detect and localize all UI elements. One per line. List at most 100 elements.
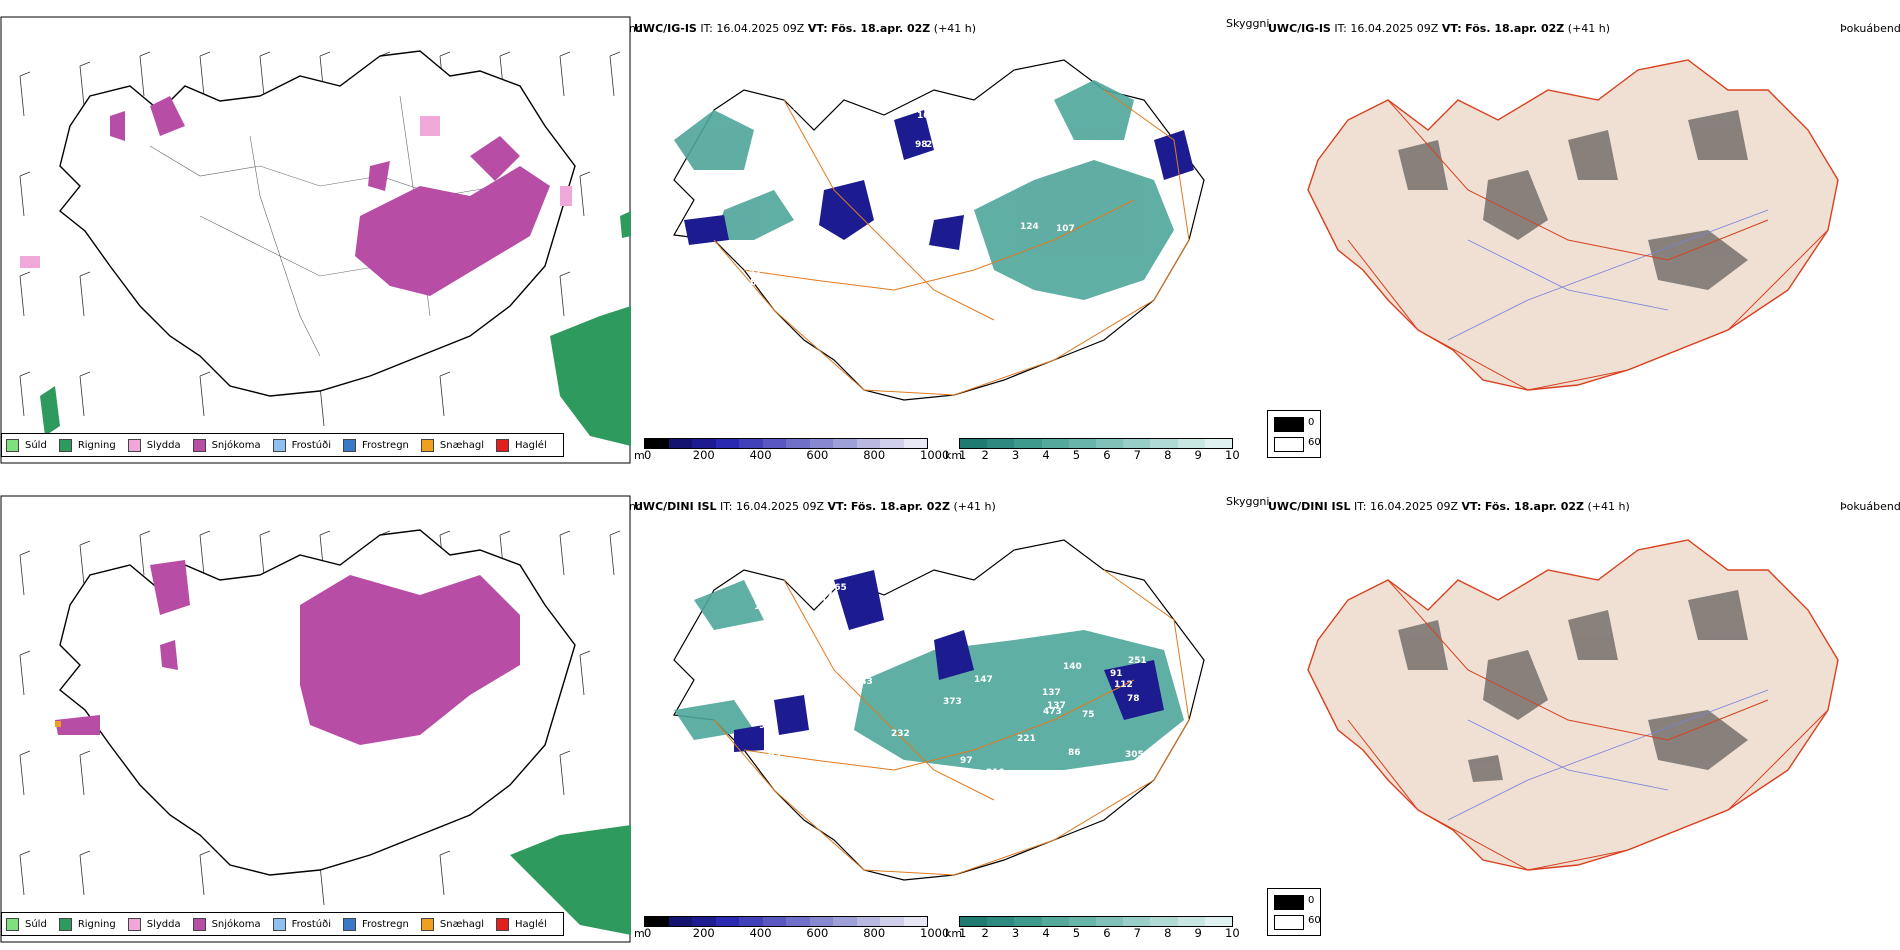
cloud-value-label: 473 xyxy=(1043,707,1062,717)
cloud-value-label: 82 xyxy=(1144,158,1157,168)
scale-tick-label: 0 xyxy=(644,448,652,462)
row1-cloud-header: UWC/IG-IS IT: 16.04.2025 09Z VT: Fös. 18… xyxy=(634,22,977,35)
rain-areas xyxy=(40,211,631,446)
snow-areas xyxy=(110,96,550,296)
cloud-value-label: 305 xyxy=(1125,750,1144,760)
cloud-value-label: 112 xyxy=(1114,680,1133,690)
cloud-value-label: 427 xyxy=(935,205,954,215)
scale-tick-label: 8 xyxy=(1164,448,1172,462)
scale-tick-label: 3 xyxy=(1011,448,1020,462)
legend-item: Súld xyxy=(6,917,47,931)
scale-tick-label: 7 xyxy=(1133,448,1141,462)
row-1: UWC/IG-IS IT: 16.04.2025 09Z VT: Fös. 18… xyxy=(0,16,1900,468)
scale-tick-label: 400 xyxy=(749,448,772,462)
row1-fog-header: UWC/IG-IS IT: 16.04.2025 09Z VT: Fös. 18… xyxy=(1268,22,1611,35)
cloud-value-label: 110 xyxy=(1016,149,1035,159)
cloud-value-label: 69 xyxy=(821,270,834,280)
scale-tick-label: 5 xyxy=(1072,926,1081,940)
scale-tick-label: 400 xyxy=(749,926,772,940)
cloud-value-label: 98 xyxy=(915,140,928,150)
cloud-value-label: 71 xyxy=(749,269,762,279)
iceland-outline xyxy=(59,50,576,397)
cloud-value-label: 97 xyxy=(960,756,973,766)
cloud-value-label: 107 xyxy=(842,249,861,259)
row2-fog-header: UWC/DINI ISL IT: 16.04.2025 09Z VT: Fös.… xyxy=(1268,500,1630,513)
fog-index-map xyxy=(1307,539,1839,871)
legend-item: Haglél xyxy=(496,438,547,452)
cloud-value-label: 78 xyxy=(1152,574,1165,584)
cloud-value-label: 86 xyxy=(1068,748,1081,758)
scale-tick-label: 4 xyxy=(1042,448,1050,462)
cloud-value-label: 95 xyxy=(979,175,992,185)
precip-type-map xyxy=(0,495,631,943)
legend-item: Rigning xyxy=(58,438,116,452)
cloud-value-label: 299 xyxy=(793,103,812,113)
cloud-value-label: 596 xyxy=(768,182,787,192)
cloud-value-label: 221 xyxy=(1017,734,1036,744)
cloud-value-label: 143 xyxy=(854,677,873,687)
legend-item: Frostúði xyxy=(272,438,331,452)
cloud-value-label: 116 xyxy=(806,708,825,718)
scale-tick-label: 600 xyxy=(806,926,829,940)
legend-item: Frostregn xyxy=(343,917,409,931)
cloud-base-map: 137 112 63 265 88 86 97 71 57 210 199 266 301 305 232 2… xyxy=(673,539,1205,881)
fog-title: Þokuábendi xyxy=(1840,22,1900,35)
cloud-value-label: 124 xyxy=(1020,222,1039,232)
legend-item: Rigning xyxy=(58,917,116,931)
cloud-value-label: 83 xyxy=(750,278,763,288)
cloud-value-label: 405 xyxy=(903,203,922,213)
scale-tick-label: 3 xyxy=(1011,926,1020,940)
precip-type-map xyxy=(0,16,631,464)
cloud-value-label: 143 xyxy=(872,163,891,173)
row2-cloud-header: UWC/DINI ISL IT: 16.04.2025 09Z VT: Fös.… xyxy=(634,500,996,513)
cloud-value-label: 232 xyxy=(891,729,910,739)
height-scale: m 0 200 400 600 800 1000 xyxy=(634,916,949,946)
cloud-value-label: 60 xyxy=(775,138,788,148)
km-scale: km 1 2 3 4 5 6 7 8 9 10 xyxy=(945,916,1240,946)
row-2: UWC/DINI ISL IT: 16.04.2025 09Z VT: Fös.… xyxy=(0,475,1900,950)
scale-tick-label: 1 xyxy=(959,926,967,940)
scale-tick-label: 1000 xyxy=(920,448,950,462)
precip-legend: Súld Rigning Slydda Snjókoma Frostúði Fr… xyxy=(1,433,564,457)
cloud-value-label: 321 xyxy=(1010,108,1029,118)
legend-item: Snæhagl xyxy=(420,438,484,452)
legend-item: Snæhagl xyxy=(420,917,484,931)
cloud-value-label: 137 xyxy=(1042,688,1061,698)
cloud-value-label: 88 xyxy=(898,634,911,644)
scale-tick-label: 600 xyxy=(806,448,829,462)
cloud-value-label: 288 xyxy=(938,140,957,150)
scale-tick-label: 7 xyxy=(1133,926,1141,940)
fog-title: Þokuábendi xyxy=(1840,500,1900,513)
cloud-value-label: 140 xyxy=(960,159,979,169)
legend-item: Snjókoma xyxy=(192,917,261,931)
legend-item: Slydda xyxy=(127,438,181,452)
cloud-value-label: 97 xyxy=(759,721,772,731)
cloud-value-label: 85 xyxy=(865,650,878,660)
cloud-title: Skyggni xyxy=(1226,495,1270,508)
km-colorbar xyxy=(959,438,1233,449)
fog-shading xyxy=(1398,110,1748,290)
cloud-value-label: 196 xyxy=(783,248,802,258)
scale-tick-label: 800 xyxy=(863,448,886,462)
scale-tick-label: 5 xyxy=(1072,448,1081,462)
legend-item: Frostúði xyxy=(272,917,331,931)
cloud-value-label: 265 xyxy=(828,583,847,593)
cloud-value-label: 102 xyxy=(917,111,936,121)
scale-tick-label: 2 xyxy=(981,926,989,940)
cloud-value-label: 210 xyxy=(986,768,1005,778)
cloud-value-label: 147 xyxy=(974,675,993,685)
scale-tick-label: 2 xyxy=(981,448,989,462)
scale-tick-label: 200 xyxy=(692,448,715,462)
km-scale: km 1 2 3 4 5 6 7 8 9 10 xyxy=(945,438,1240,468)
cloud-value-label: 839 xyxy=(893,631,912,641)
cloud-value-label: 129 xyxy=(766,142,785,152)
cloud-value-label: 230 xyxy=(911,192,930,202)
legend-item: Súld xyxy=(6,438,47,452)
cloud-value-label: 63 xyxy=(768,750,781,760)
scale-tick-label: 6 xyxy=(1103,926,1111,940)
scale-tick-label: 200 xyxy=(692,926,715,940)
cloud-value-labels: 427 129 103 71 95 107 321 288 432 348 299 188 596 715… xyxy=(735,103,1163,300)
height-colorbar xyxy=(644,438,928,449)
height-scale: m 0 200 400 600 800 1000 xyxy=(634,438,949,468)
low-cloud-areas xyxy=(684,110,1194,250)
